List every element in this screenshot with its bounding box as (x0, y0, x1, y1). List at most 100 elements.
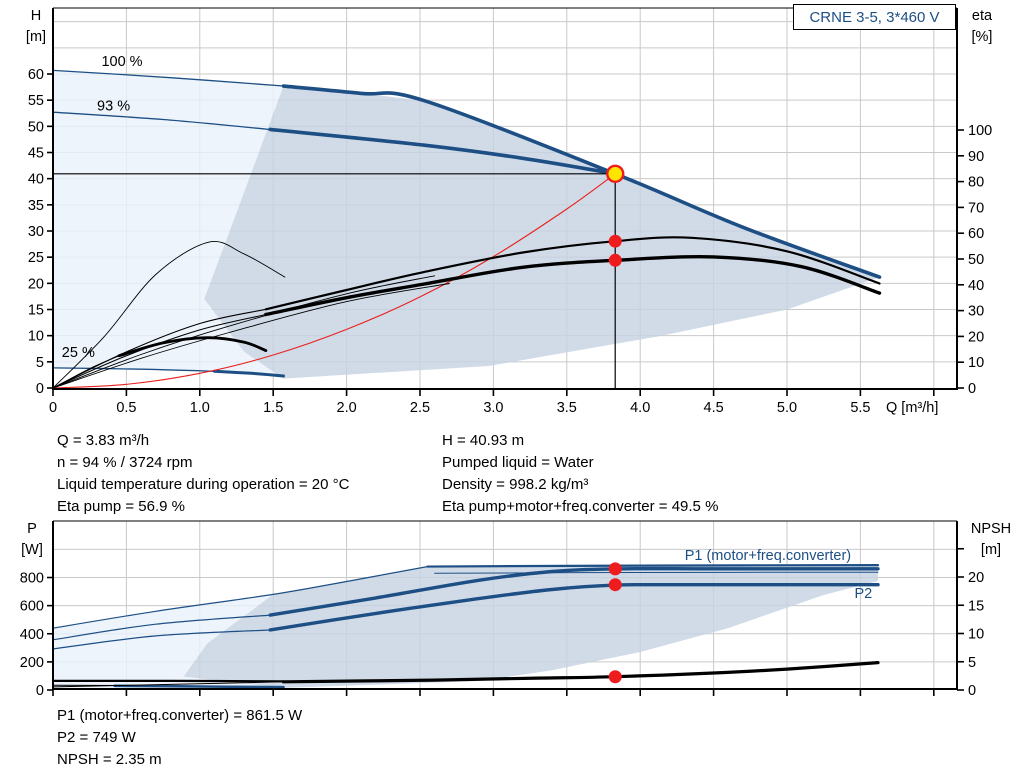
p2-100pct-thin-plateau (434, 571, 879, 574)
left-tick-label: 400 (20, 627, 44, 643)
info-speed: n = 94 % / 3724 rpm (57, 454, 193, 471)
left-tick-label: 25 (28, 250, 44, 266)
right-tick-label: 100 (968, 123, 992, 139)
right-tick-label: 30 (968, 304, 984, 320)
x-axis-title: Q [m³/h] (886, 400, 938, 416)
info-pumped-liquid: Pumped liquid = Water (442, 454, 594, 471)
x-tick-label: 4.0 (630, 400, 650, 416)
left-tick-label: 0 (36, 683, 44, 699)
eta-pump-point (608, 234, 622, 248)
p1-curve (268, 566, 880, 617)
right-axis-title: eta (972, 8, 993, 24)
speed-100pct-curve-thin (52, 69, 285, 87)
speed-93pct-curve-thin (52, 111, 271, 131)
left-axis-title: [m] (26, 29, 46, 45)
x-tick-label: 2.0 (337, 400, 357, 416)
left-tick-label: 45 (28, 146, 44, 162)
npsh-point (608, 670, 622, 684)
left-tick-label: 800 (20, 571, 44, 587)
x-tick-label: 5.0 (777, 400, 797, 416)
eta-25pct-pump-curve (52, 241, 286, 389)
left-axis-title: P (27, 521, 37, 537)
left-axis-title: H (31, 8, 41, 24)
p1-100pct-thin (52, 566, 428, 629)
x-tick-label: 3.0 (483, 400, 503, 416)
p1-25pct-curve (113, 684, 285, 689)
info-eta-total: Eta pump+motor+freq.converter = 49.5 % (442, 498, 719, 515)
x-tick-label: 2.5 (410, 400, 430, 416)
curve-label: P2 (854, 586, 872, 602)
x-tick-label: 4.5 (704, 400, 724, 416)
left-axis-title: [W] (21, 542, 43, 558)
eta-fan-line-1 (52, 275, 436, 389)
right-tick-label: 20 (968, 329, 984, 345)
p1-94pct-thin (52, 614, 271, 641)
p1-100pct-plateau (426, 564, 880, 568)
info-p1: P1 (motor+freq.converter) = 861.5 W (57, 707, 303, 724)
info-flow: Q = 3.83 m³/h (57, 432, 150, 449)
left-tick-label: 35 (28, 198, 44, 214)
p2-94pct-thin (52, 629, 271, 650)
info-npsh: NPSH = 2.35 m (57, 751, 162, 768)
duty-info-left: Q = 3.83 m³/h n = 94 % / 3724 rpm Liquid… (57, 430, 349, 518)
eta-25pct-total-curve (117, 336, 268, 358)
power-info: P1 (motor+freq.converter) = 861.5 W P2 =… (57, 705, 302, 771)
eta-total-point (608, 253, 622, 267)
info-p2: P2 = 749 W (57, 729, 136, 746)
right-tick-label: 5 (968, 655, 976, 671)
left-tick-label: 0 (36, 381, 44, 397)
speed-25pct-curve-thin (52, 367, 216, 372)
info-eta-pump: Eta pump = 56.9 % (57, 498, 185, 515)
p2-curve (268, 582, 880, 632)
duty-point[interactable] (606, 164, 625, 184)
right-tick-label: 10 (968, 627, 984, 643)
right-tick-label: 80 (968, 175, 984, 191)
speed-94pct-curve (268, 127, 617, 176)
system-affinity-curve (52, 173, 616, 389)
x-tick-label: 0.5 (116, 400, 136, 416)
left-tick-label: 200 (20, 655, 44, 671)
curve-label: P1 (motor+freq.converter) (685, 548, 851, 564)
left-tick-label: 55 (28, 93, 44, 109)
x-tick-label: 5.5 (850, 400, 870, 416)
operating-envelope-area (204, 86, 880, 379)
duty-info-right: H = 40.93 m Pumped liquid = Water Densit… (442, 430, 718, 518)
right-axis-title: [m] (981, 542, 1001, 558)
right-tick-label: 0 (968, 683, 976, 699)
right-tick-label: 0 (968, 381, 976, 397)
right-axis-title: [%] (972, 29, 993, 45)
left-tick-label: 40 (28, 172, 44, 188)
right-tick-label: 90 (968, 149, 984, 165)
p2-point (608, 578, 622, 592)
npsh-curve (281, 661, 880, 684)
curve-label: 100 % (101, 54, 142, 70)
left-tick-label: 5 (36, 355, 44, 371)
x-tick-label: 1.5 (263, 400, 283, 416)
full-speed-range-area (53, 70, 284, 377)
power-envelope-area (183, 565, 878, 688)
eta-pump-curve (264, 236, 881, 311)
info-density: Density = 998.2 kg/m³ (442, 476, 589, 493)
pump-model-badge: CRNE 3-5, 3*460 V (793, 4, 956, 30)
right-tick-label: 20 (968, 570, 984, 586)
right-tick-label: 40 (968, 278, 984, 294)
right-tick-label: 70 (968, 200, 984, 216)
right-tick-label: 50 (968, 252, 984, 268)
right-tick-label: 15 (968, 598, 984, 614)
x-tick-label: 0 (49, 400, 57, 416)
pump-model-label: CRNE 3-5, 3*460 V (809, 8, 940, 26)
max-speed-envelope-curve (281, 84, 882, 279)
eta-total-curve (264, 255, 882, 317)
left-tick-label: 50 (28, 119, 44, 135)
npsh-thin (52, 681, 284, 688)
right-tick-label: 60 (968, 226, 984, 242)
right-tick-label: 10 (968, 355, 984, 371)
eta-fan-line-2 (52, 283, 450, 389)
info-liquid-temp: Liquid temperature during operation = 20… (57, 476, 350, 493)
curve-label: 93 % (97, 99, 130, 115)
x-tick-label: 1.0 (190, 400, 210, 416)
p1-point (608, 562, 622, 576)
eta-pump-thin (52, 308, 267, 389)
